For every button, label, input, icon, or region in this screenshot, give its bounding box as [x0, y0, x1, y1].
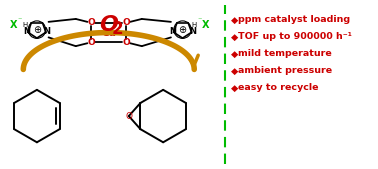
- Text: X: X: [202, 20, 210, 30]
- Text: easy to recycle: easy to recycle: [238, 83, 319, 92]
- Text: mild temperature: mild temperature: [238, 49, 332, 58]
- Text: ◆: ◆: [231, 32, 238, 41]
- Text: ◆: ◆: [231, 66, 238, 75]
- Text: 2: 2: [112, 20, 123, 38]
- Text: ⁻: ⁻: [17, 15, 22, 24]
- Text: ◆: ◆: [231, 49, 238, 58]
- Text: O: O: [125, 112, 132, 120]
- Text: Cu: Cu: [101, 28, 116, 38]
- Text: O: O: [87, 18, 95, 27]
- Text: ⊕: ⊕: [178, 25, 187, 35]
- Text: O: O: [99, 15, 118, 35]
- Text: ◆: ◆: [231, 83, 238, 92]
- Text: ambient pressure: ambient pressure: [238, 66, 332, 75]
- Text: ◆: ◆: [231, 15, 238, 24]
- Text: ppm catalyst loading: ppm catalyst loading: [238, 15, 350, 24]
- Text: ⁻: ⁻: [198, 15, 202, 24]
- Text: H: H: [22, 22, 28, 28]
- Text: N: N: [23, 27, 30, 36]
- Text: TOF up to 900000 h⁻¹: TOF up to 900000 h⁻¹: [238, 32, 352, 41]
- Text: H: H: [192, 22, 197, 28]
- Text: X: X: [10, 20, 17, 30]
- Text: O: O: [122, 18, 130, 27]
- Text: ⊕: ⊕: [33, 25, 41, 35]
- Text: N: N: [189, 27, 196, 36]
- Text: N: N: [43, 27, 50, 36]
- Text: O: O: [122, 38, 130, 47]
- Text: O: O: [87, 38, 95, 47]
- Text: N: N: [169, 27, 176, 36]
